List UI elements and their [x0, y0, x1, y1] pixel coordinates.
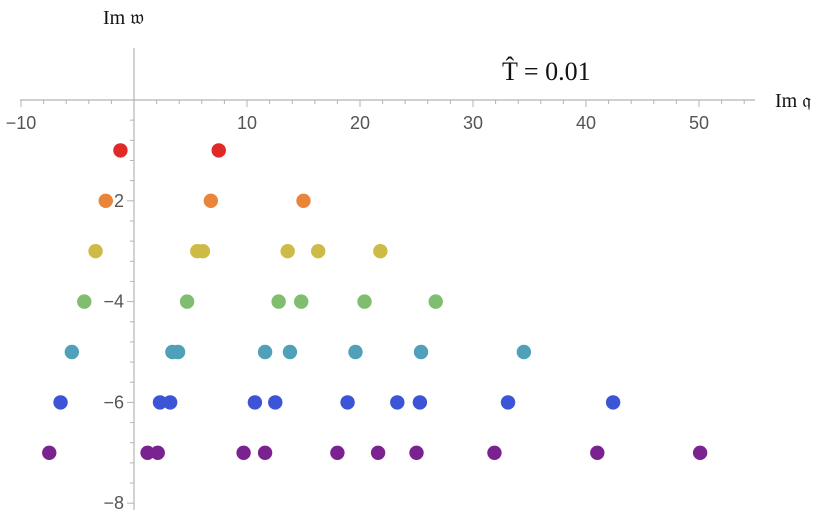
data-point: [211, 143, 226, 158]
data-point: [150, 445, 165, 460]
data-points: [42, 143, 708, 460]
data-point: [294, 294, 309, 309]
data-point: [203, 193, 219, 208]
data-point: [330, 445, 345, 460]
y-tick-label: −6: [103, 392, 124, 412]
data-point: [605, 395, 621, 410]
data-point: [413, 344, 429, 360]
data-point: [88, 244, 103, 259]
data-point: [357, 294, 372, 309]
data-point: [428, 294, 443, 309]
data-point: [487, 445, 502, 460]
y-axis-title: Im 𝔴: [103, 7, 144, 29]
x-tick-label: 40: [576, 113, 596, 133]
data-point: [179, 294, 195, 309]
x-tick-label: −10: [6, 113, 37, 133]
x-tick-label: 50: [689, 113, 709, 133]
data-point: [247, 395, 263, 410]
data-point: [77, 294, 92, 309]
data-point: [162, 395, 178, 410]
data-point: [140, 445, 155, 460]
data-point: [257, 344, 273, 360]
data-point: [271, 294, 286, 309]
data-point: [53, 395, 68, 410]
x-tick-label: 30: [463, 113, 483, 133]
data-point: [409, 445, 424, 460]
data-point: [280, 244, 295, 259]
data-point: [516, 344, 532, 360]
data-point: [64, 344, 80, 360]
data-point: [268, 395, 283, 410]
data-point: [195, 244, 211, 259]
data-point: [390, 395, 405, 410]
data-point: [310, 244, 326, 259]
data-point: [296, 193, 311, 208]
x-tick-label: 10: [237, 113, 257, 133]
data-point: [373, 244, 388, 259]
data-point: [170, 344, 186, 360]
data-point: [412, 395, 428, 410]
temperature-annotation: T̂ = 0.01: [502, 57, 591, 86]
data-point: [692, 445, 708, 460]
y-tick-label: −8: [103, 493, 124, 513]
data-point: [236, 445, 251, 460]
x-tick-label: 20: [350, 113, 370, 133]
x-axis-title: Im 𝔮: [775, 90, 811, 112]
ticks: [20, 99, 745, 504]
data-point: [590, 445, 605, 460]
data-point: [340, 395, 355, 410]
data-point: [257, 445, 273, 460]
data-point: [98, 193, 113, 208]
data-point: [348, 344, 363, 360]
data-point: [282, 344, 298, 360]
axes: [20, 48, 755, 510]
tick-labels: −10 10 20 30 40 50−8−6−4−2: [6, 113, 709, 513]
data-point: [152, 395, 168, 410]
data-point: [370, 445, 386, 460]
data-point: [42, 445, 57, 460]
y-tick-label: −4: [103, 292, 124, 312]
data-point: [500, 395, 516, 410]
data-point: [113, 143, 128, 158]
